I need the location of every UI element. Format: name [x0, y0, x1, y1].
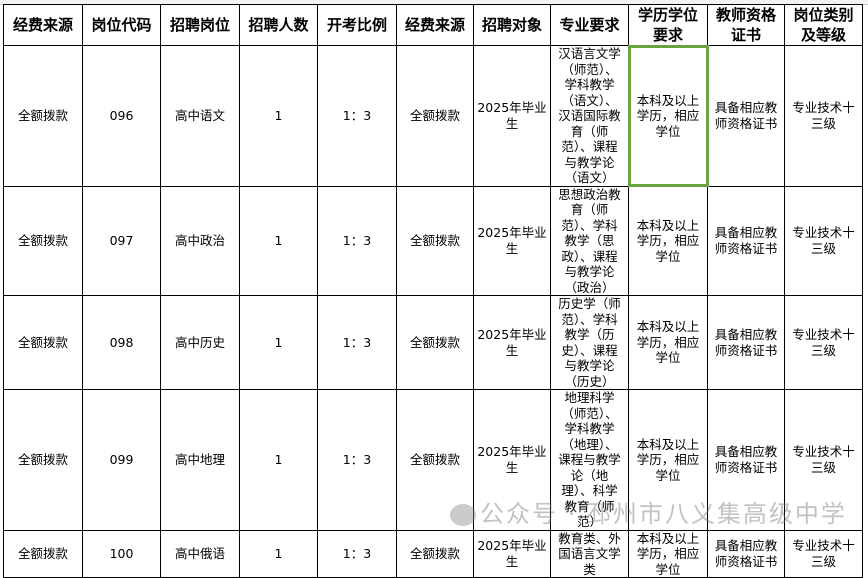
- table-cell[interactable]: 全额拨款: [396, 389, 474, 531]
- table-cell[interactable]: 高中俄语: [160, 529, 240, 578]
- table-cell[interactable]: 历史学（师范）、学科教学（历史）、课程与教学论（历史）: [550, 295, 629, 390]
- table-cell[interactable]: 全额拨款: [396, 529, 474, 578]
- table-cell[interactable]: 2025年毕业生: [473, 529, 551, 578]
- table-cell[interactable]: 1: [239, 529, 318, 578]
- table-cell[interactable]: 1：3: [317, 529, 397, 578]
- table-cell[interactable]: 全额拨款: [3, 529, 83, 578]
- header-cell[interactable]: 专业要求: [550, 4, 629, 46]
- table-cell[interactable]: 1：3: [317, 45, 397, 187]
- table-cell[interactable]: 本科及以上学历，相应学位: [628, 389, 708, 531]
- table-cell[interactable]: 教育类、外国语言文学类: [550, 529, 629, 578]
- table-cell[interactable]: 思想政治教育（师范）、学科教学（思政）、课程与教学论（政治）: [550, 185, 629, 296]
- table-cell[interactable]: 本科及以上学历，相应学位: [628, 529, 708, 578]
- header-row: 经费来源 岗位代码 招聘岗位 招聘人数 开考比例 经费来源 招聘对象 专业要求 …: [3, 4, 863, 46]
- table-cell[interactable]: 汉语言文学（师范）、学科教学（语文）、汉语国际教育（师范）、课程与教学论（语文）: [550, 45, 629, 187]
- table-cell[interactable]: 高中语文: [160, 45, 240, 187]
- table-cell[interactable]: 地理科学（师范）、学科教学（地理）、课程与教学论（地理）、科学教育（师范）: [550, 389, 629, 531]
- table-cell[interactable]: 2025年毕业生: [473, 295, 551, 390]
- header-cell[interactable]: 招聘对象: [473, 4, 551, 46]
- table-cell[interactable]: 全额拨款: [396, 295, 474, 390]
- table-cell[interactable]: 具备相应教师资格证书: [707, 389, 785, 531]
- header-cell[interactable]: 教师资格证书: [707, 4, 785, 46]
- table-cell[interactable]: 具备相应教师资格证书: [707, 295, 785, 390]
- table-cell[interactable]: 1: [239, 45, 318, 187]
- table-cell[interactable]: 098: [82, 295, 161, 390]
- table-cell[interactable]: 2025年毕业生: [473, 185, 551, 296]
- table-cell[interactable]: 本科及以上学历，相应学位: [628, 185, 708, 296]
- table-cell[interactable]: 096: [82, 45, 161, 187]
- table-cell[interactable]: 全额拨款: [3, 295, 83, 390]
- table-row: 全额拨款 097 高中政治 1 1：3 全额拨款 2025年毕业生 思想政治教育（师范）、学科…: [3, 185, 863, 296]
- table-cell[interactable]: 专业技术十三级: [784, 45, 863, 187]
- table-cell[interactable]: 097: [82, 185, 161, 296]
- table-cell[interactable]: 099: [82, 389, 161, 531]
- header-cell[interactable]: 招聘人数: [239, 4, 318, 46]
- header-cell[interactable]: 开考比例: [317, 4, 397, 46]
- table-cell[interactable]: 高中历史: [160, 295, 240, 390]
- table-cell[interactable]: 专业技术十三级: [784, 529, 863, 578]
- table-cell[interactable]: 1：3: [317, 389, 397, 531]
- table-cell[interactable]: 本科及以上学历，相应学位: [627, 44, 709, 187]
- table-cell[interactable]: 专业技术十三级: [784, 185, 863, 296]
- header-cell[interactable]: 学历学位要求: [628, 4, 708, 46]
- table-cell[interactable]: 2025年毕业生: [473, 389, 551, 531]
- header-cell[interactable]: 岗位类别及等级: [784, 4, 863, 46]
- table-cell[interactable]: 具备相应教师资格证书: [707, 45, 785, 187]
- table-cell[interactable]: 具备相应教师资格证书: [707, 529, 785, 578]
- table-cell[interactable]: 全额拨款: [3, 185, 83, 296]
- table-cell[interactable]: 100: [82, 529, 161, 578]
- table-row: 全额拨款 098 高中历史 1 1：3 全额拨款 2025年毕业生 历史学（师范）、学科教学（…: [3, 295, 863, 390]
- table-row: 全额拨款 099 高中地理 1 1：3 全额拨款 2025年毕业生 地理科学（师范）、学科教学…: [3, 389, 863, 531]
- table-cell[interactable]: 1：3: [317, 185, 397, 296]
- table-cell[interactable]: 高中政治: [160, 185, 240, 296]
- table-cell[interactable]: 专业技术十三级: [784, 295, 863, 390]
- table-cell[interactable]: 全额拨款: [3, 45, 83, 187]
- table-cell[interactable]: 全额拨款: [396, 185, 474, 296]
- table-cell[interactable]: 全额拨款: [396, 45, 474, 187]
- header-cell[interactable]: 岗位代码: [82, 4, 161, 46]
- table-row: 全额拨款 096 高中语文 1 1：3 全额拨款 2025年毕业生 汉语言文学（师范）、学科教…: [3, 44, 863, 187]
- table-cell[interactable]: 专业技术十三级: [784, 389, 863, 531]
- table-cell[interactable]: 1: [239, 295, 318, 390]
- table-row: 全额拨款 100 高中俄语 1 1：3 全额拨款 2025年毕业生 教育类、外国语言文学类 本科…: [3, 529, 863, 578]
- table-cell[interactable]: 1: [239, 389, 318, 531]
- table-cell[interactable]: 全额拨款: [3, 389, 83, 531]
- header-cell[interactable]: 招聘岗位: [160, 4, 240, 46]
- recruitment-table: 经费来源 岗位代码 招聘岗位 招聘人数 开考比例 经费来源 招聘对象 专业要求 …: [3, 4, 863, 578]
- table-cell[interactable]: 2025年毕业生: [473, 45, 551, 187]
- table-cell[interactable]: 具备相应教师资格证书: [707, 185, 785, 296]
- table-cell[interactable]: 本科及以上学历，相应学位: [628, 295, 708, 390]
- table-cell[interactable]: 1: [239, 185, 318, 296]
- header-cell[interactable]: 经费来源: [3, 4, 83, 46]
- table-cell[interactable]: 高中地理: [160, 389, 240, 531]
- header-cell[interactable]: 经费来源: [396, 4, 474, 46]
- table-cell[interactable]: 1：3: [317, 295, 397, 390]
